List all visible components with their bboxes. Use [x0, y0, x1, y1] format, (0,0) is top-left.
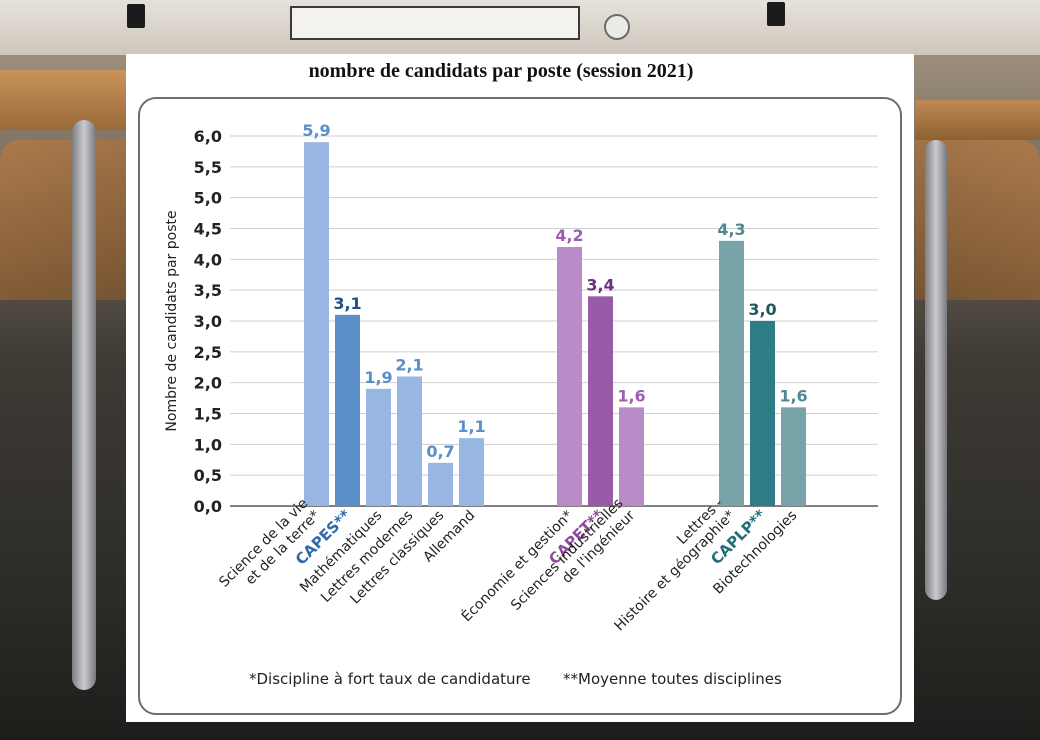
projector-screen: [290, 6, 580, 40]
y-tick-label: 2,5: [194, 343, 222, 362]
y-tick-label: 3,0: [194, 312, 222, 331]
bar: [335, 314, 360, 506]
footnote-high-rate: *Discipline à fort taux de candidature: [249, 670, 531, 688]
y-tick-label: 5,0: [194, 189, 222, 208]
wall-clock: [604, 14, 630, 40]
bar: [428, 462, 453, 506]
classroom-wall: [0, 0, 1040, 55]
y-tick-label: 5,5: [194, 158, 222, 177]
y-tick-label: 1,0: [194, 435, 222, 454]
y-tick-label: 2,0: [194, 374, 222, 393]
speaker-left: [127, 4, 145, 28]
bar-value-label: 3,4: [586, 275, 614, 294]
bar-value-label: 1,9: [364, 368, 392, 387]
bar: [781, 407, 806, 506]
bar: [397, 376, 422, 506]
bar-value-label: 5,9: [302, 121, 330, 140]
bar-chart: 0,0 0,5 1,0 1,5 2,0 2,5 3,0 3,5 4,0 4,5 5,0 5,5 6,0 N…: [164, 121, 878, 634]
bar-value-label: 2,1: [395, 356, 423, 375]
bar: [304, 142, 329, 506]
chair-leg-right: [925, 140, 947, 600]
bar-value-label: 3,0: [748, 300, 776, 319]
chair-right: [915, 140, 1040, 300]
y-tick-label: 4,0: [194, 250, 222, 269]
chair-left: [0, 140, 126, 300]
bar-value-label: 4,3: [717, 220, 745, 239]
bar: [557, 247, 582, 506]
y-tick-label: 1,5: [194, 405, 222, 424]
bar-value-label: 1,1: [457, 417, 485, 436]
desk-left: [0, 70, 126, 130]
bar-value-label: 1,6: [617, 386, 645, 405]
y-tick-label: 4,5: [194, 220, 222, 239]
bar-value-label: 0,7: [426, 442, 454, 461]
chart-frame: [138, 97, 902, 715]
y-tick-label: 0,0: [194, 497, 222, 516]
bar-value-label: 1,6: [779, 386, 807, 405]
bar-value-label: 3,1: [333, 294, 361, 313]
footnote-average: **Moyenne toutes disciplines: [563, 670, 782, 688]
y-tick-label: 0,5: [194, 466, 222, 485]
bar: [619, 407, 644, 506]
bar: [719, 240, 744, 507]
speaker-right: [767, 2, 785, 26]
chair-leg-left: [72, 120, 96, 690]
bar: [588, 296, 613, 506]
chart-title: nombre de candidats par poste (session 2…: [308, 60, 694, 82]
y-tick-label: 3,5: [194, 281, 222, 300]
bar: [366, 388, 391, 506]
bar: [750, 321, 775, 506]
bar-value-label: 4,2: [555, 226, 583, 245]
y-tick-label: 6,0: [194, 127, 222, 146]
chart-card: nombre de candidats par poste (session 2…: [126, 54, 914, 722]
y-axis-label: Nombre de candidats par poste: [164, 210, 180, 431]
desk-right: [915, 100, 1040, 140]
bar: [459, 438, 484, 506]
